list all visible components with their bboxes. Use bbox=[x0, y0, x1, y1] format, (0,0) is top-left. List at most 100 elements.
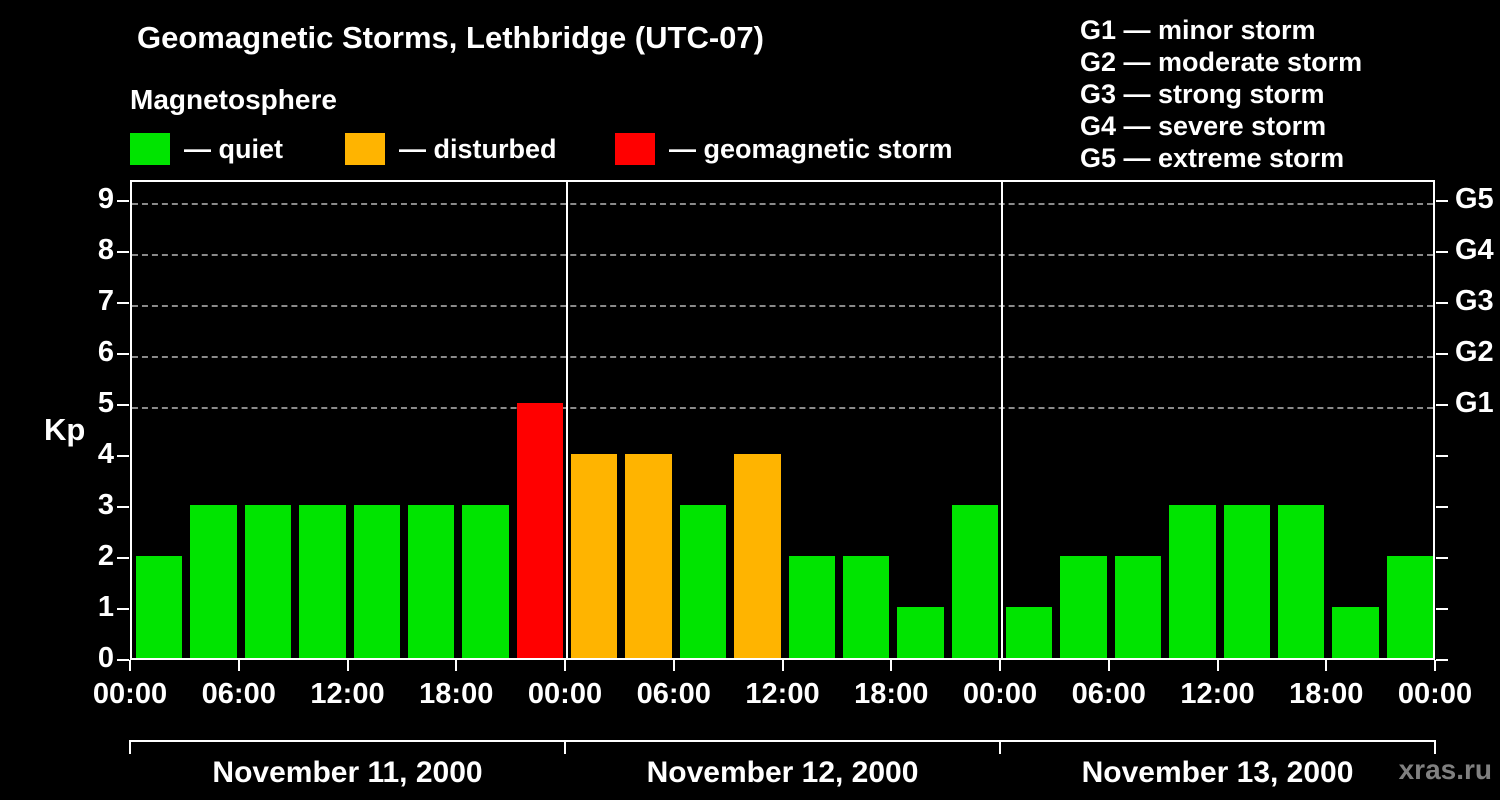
y-tick-label: 2 bbox=[97, 540, 114, 572]
right-axis-label-g3: G3 bbox=[1455, 285, 1494, 317]
quiet-color-swatch bbox=[130, 133, 170, 165]
y-tick-mark bbox=[117, 659, 129, 661]
y-tick-mark bbox=[117, 608, 129, 610]
legend-item-storm: — geomagnetic storm bbox=[615, 131, 953, 167]
y-tick-mark-right bbox=[1436, 200, 1448, 202]
kp-bar bbox=[1332, 607, 1379, 658]
y-tick-mark bbox=[117, 353, 129, 355]
kp-bar bbox=[1006, 607, 1053, 658]
y-tick-mark bbox=[117, 455, 129, 457]
kp-bar bbox=[679, 505, 727, 658]
storm-color-swatch bbox=[615, 133, 655, 165]
kp-bar bbox=[1223, 505, 1270, 658]
x-tick-mark bbox=[346, 660, 349, 671]
y-tick-mark bbox=[117, 302, 129, 304]
right-axis-label-g4: G4 bbox=[1455, 234, 1494, 266]
y-tick-mark-right bbox=[1436, 659, 1448, 661]
x-tick-mark bbox=[1107, 660, 1110, 671]
kp-bar bbox=[190, 505, 237, 658]
storm-scale-g2: G2 — moderate storm bbox=[1080, 47, 1363, 77]
kp-bar bbox=[571, 454, 618, 658]
kp-bar bbox=[299, 505, 346, 658]
legend-item-quiet: — quiet bbox=[130, 131, 283, 167]
date-label: November 12, 2000 bbox=[646, 756, 919, 789]
disturbed-color-swatch bbox=[345, 133, 385, 165]
y-tick-mark-right bbox=[1436, 404, 1448, 406]
kp-bar bbox=[353, 505, 400, 658]
kp-bar bbox=[734, 454, 781, 658]
storm-scale-g4: G4 — severe storm bbox=[1080, 111, 1327, 141]
gridline-kp7 bbox=[132, 305, 1433, 307]
x-tick-label: 12:00 bbox=[1180, 678, 1255, 710]
day-boundary-line bbox=[1001, 182, 1003, 658]
storm-scale-legend: G1 — minor storm G2 — moderate storm G3 … bbox=[1080, 14, 1362, 174]
kp-bar bbox=[625, 454, 672, 658]
right-axis-label-g1: G1 bbox=[1455, 387, 1494, 419]
disturbed-label: — disturbed bbox=[399, 133, 557, 164]
kp-bar bbox=[1169, 505, 1216, 658]
x-tick-mark bbox=[781, 660, 784, 671]
kp-bar bbox=[842, 556, 890, 658]
kp-bar bbox=[1060, 556, 1107, 658]
chart-title: Geomagnetic Storms, Lethbridge (UTC-07) bbox=[137, 20, 764, 55]
y-tick-mark-right bbox=[1436, 251, 1448, 253]
x-tick-mark bbox=[237, 660, 240, 671]
y-tick-mark-right bbox=[1436, 557, 1448, 559]
kp-bar bbox=[407, 505, 455, 658]
y-tick-label: 6 bbox=[97, 336, 114, 368]
kp-bar bbox=[897, 607, 944, 658]
storm-scale-g1: G1 — minor storm bbox=[1080, 15, 1316, 45]
x-tick-label: 00:00 bbox=[92, 678, 168, 710]
kp-legend: — quiet — disturbed — geomagnetic storm bbox=[0, 131, 1060, 171]
date-ruler bbox=[130, 740, 1435, 742]
y-tick-label: 9 bbox=[97, 183, 114, 215]
quiet-label: — quiet bbox=[184, 133, 283, 164]
y-tick-label: 7 bbox=[97, 285, 114, 317]
x-tick-mark bbox=[455, 660, 458, 671]
x-tick-label: 00:00 bbox=[527, 678, 603, 710]
kp-bar bbox=[516, 403, 563, 658]
kp-bar bbox=[951, 505, 998, 658]
y-tick-mark-right bbox=[1436, 302, 1448, 304]
x-tick-mark bbox=[1325, 660, 1328, 671]
kp-bar bbox=[462, 505, 509, 658]
y-tick-mark-right bbox=[1436, 353, 1448, 355]
y-tick-mark bbox=[117, 251, 129, 253]
storm-scale-g5: G5 — extreme storm bbox=[1080, 143, 1345, 173]
right-axis-label-g5: G5 bbox=[1455, 183, 1494, 215]
kp-bar bbox=[1277, 505, 1325, 658]
x-tick-label: 18:00 bbox=[1289, 678, 1364, 710]
kp-bar bbox=[244, 505, 292, 658]
gridline-kp5 bbox=[132, 407, 1433, 409]
x-tick-label: 18:00 bbox=[854, 678, 929, 710]
y-tick-mark-right bbox=[1436, 455, 1448, 457]
plot-area bbox=[130, 180, 1435, 660]
y-tick-mark-right bbox=[1436, 506, 1448, 508]
x-tick-mark bbox=[672, 660, 675, 671]
legend-item-disturbed: — disturbed bbox=[345, 131, 557, 167]
y-tick-label: 3 bbox=[97, 489, 114, 521]
date-ruler-tick bbox=[129, 740, 131, 754]
y-tick-label: 8 bbox=[97, 234, 114, 266]
y-tick-mark-right bbox=[1436, 608, 1448, 610]
y-tick-mark bbox=[117, 557, 129, 559]
x-tick-mark bbox=[564, 660, 566, 671]
x-tick-mark bbox=[1216, 660, 1219, 671]
x-tick-label: 18:00 bbox=[419, 678, 494, 710]
y-tick-mark bbox=[117, 404, 129, 406]
kp-bar bbox=[1386, 556, 1433, 658]
gridline-kp8 bbox=[132, 254, 1433, 256]
day-boundary-line bbox=[566, 182, 568, 658]
date-label: November 11, 2000 bbox=[212, 756, 483, 789]
y-tick-label: 5 bbox=[97, 387, 114, 419]
x-tick-label: 00:00 bbox=[1397, 678, 1473, 710]
y-tick-label: 1 bbox=[97, 591, 114, 623]
x-tick-mark bbox=[999, 660, 1001, 671]
date-ruler-tick bbox=[999, 740, 1001, 754]
y-tick-mark bbox=[117, 200, 129, 202]
y-axis-title: Kp bbox=[44, 412, 86, 447]
storm-scale-g3: G3 — strong storm bbox=[1080, 79, 1325, 109]
x-tick-mark bbox=[1434, 660, 1436, 671]
y-tick-label: 0 bbox=[97, 642, 114, 674]
